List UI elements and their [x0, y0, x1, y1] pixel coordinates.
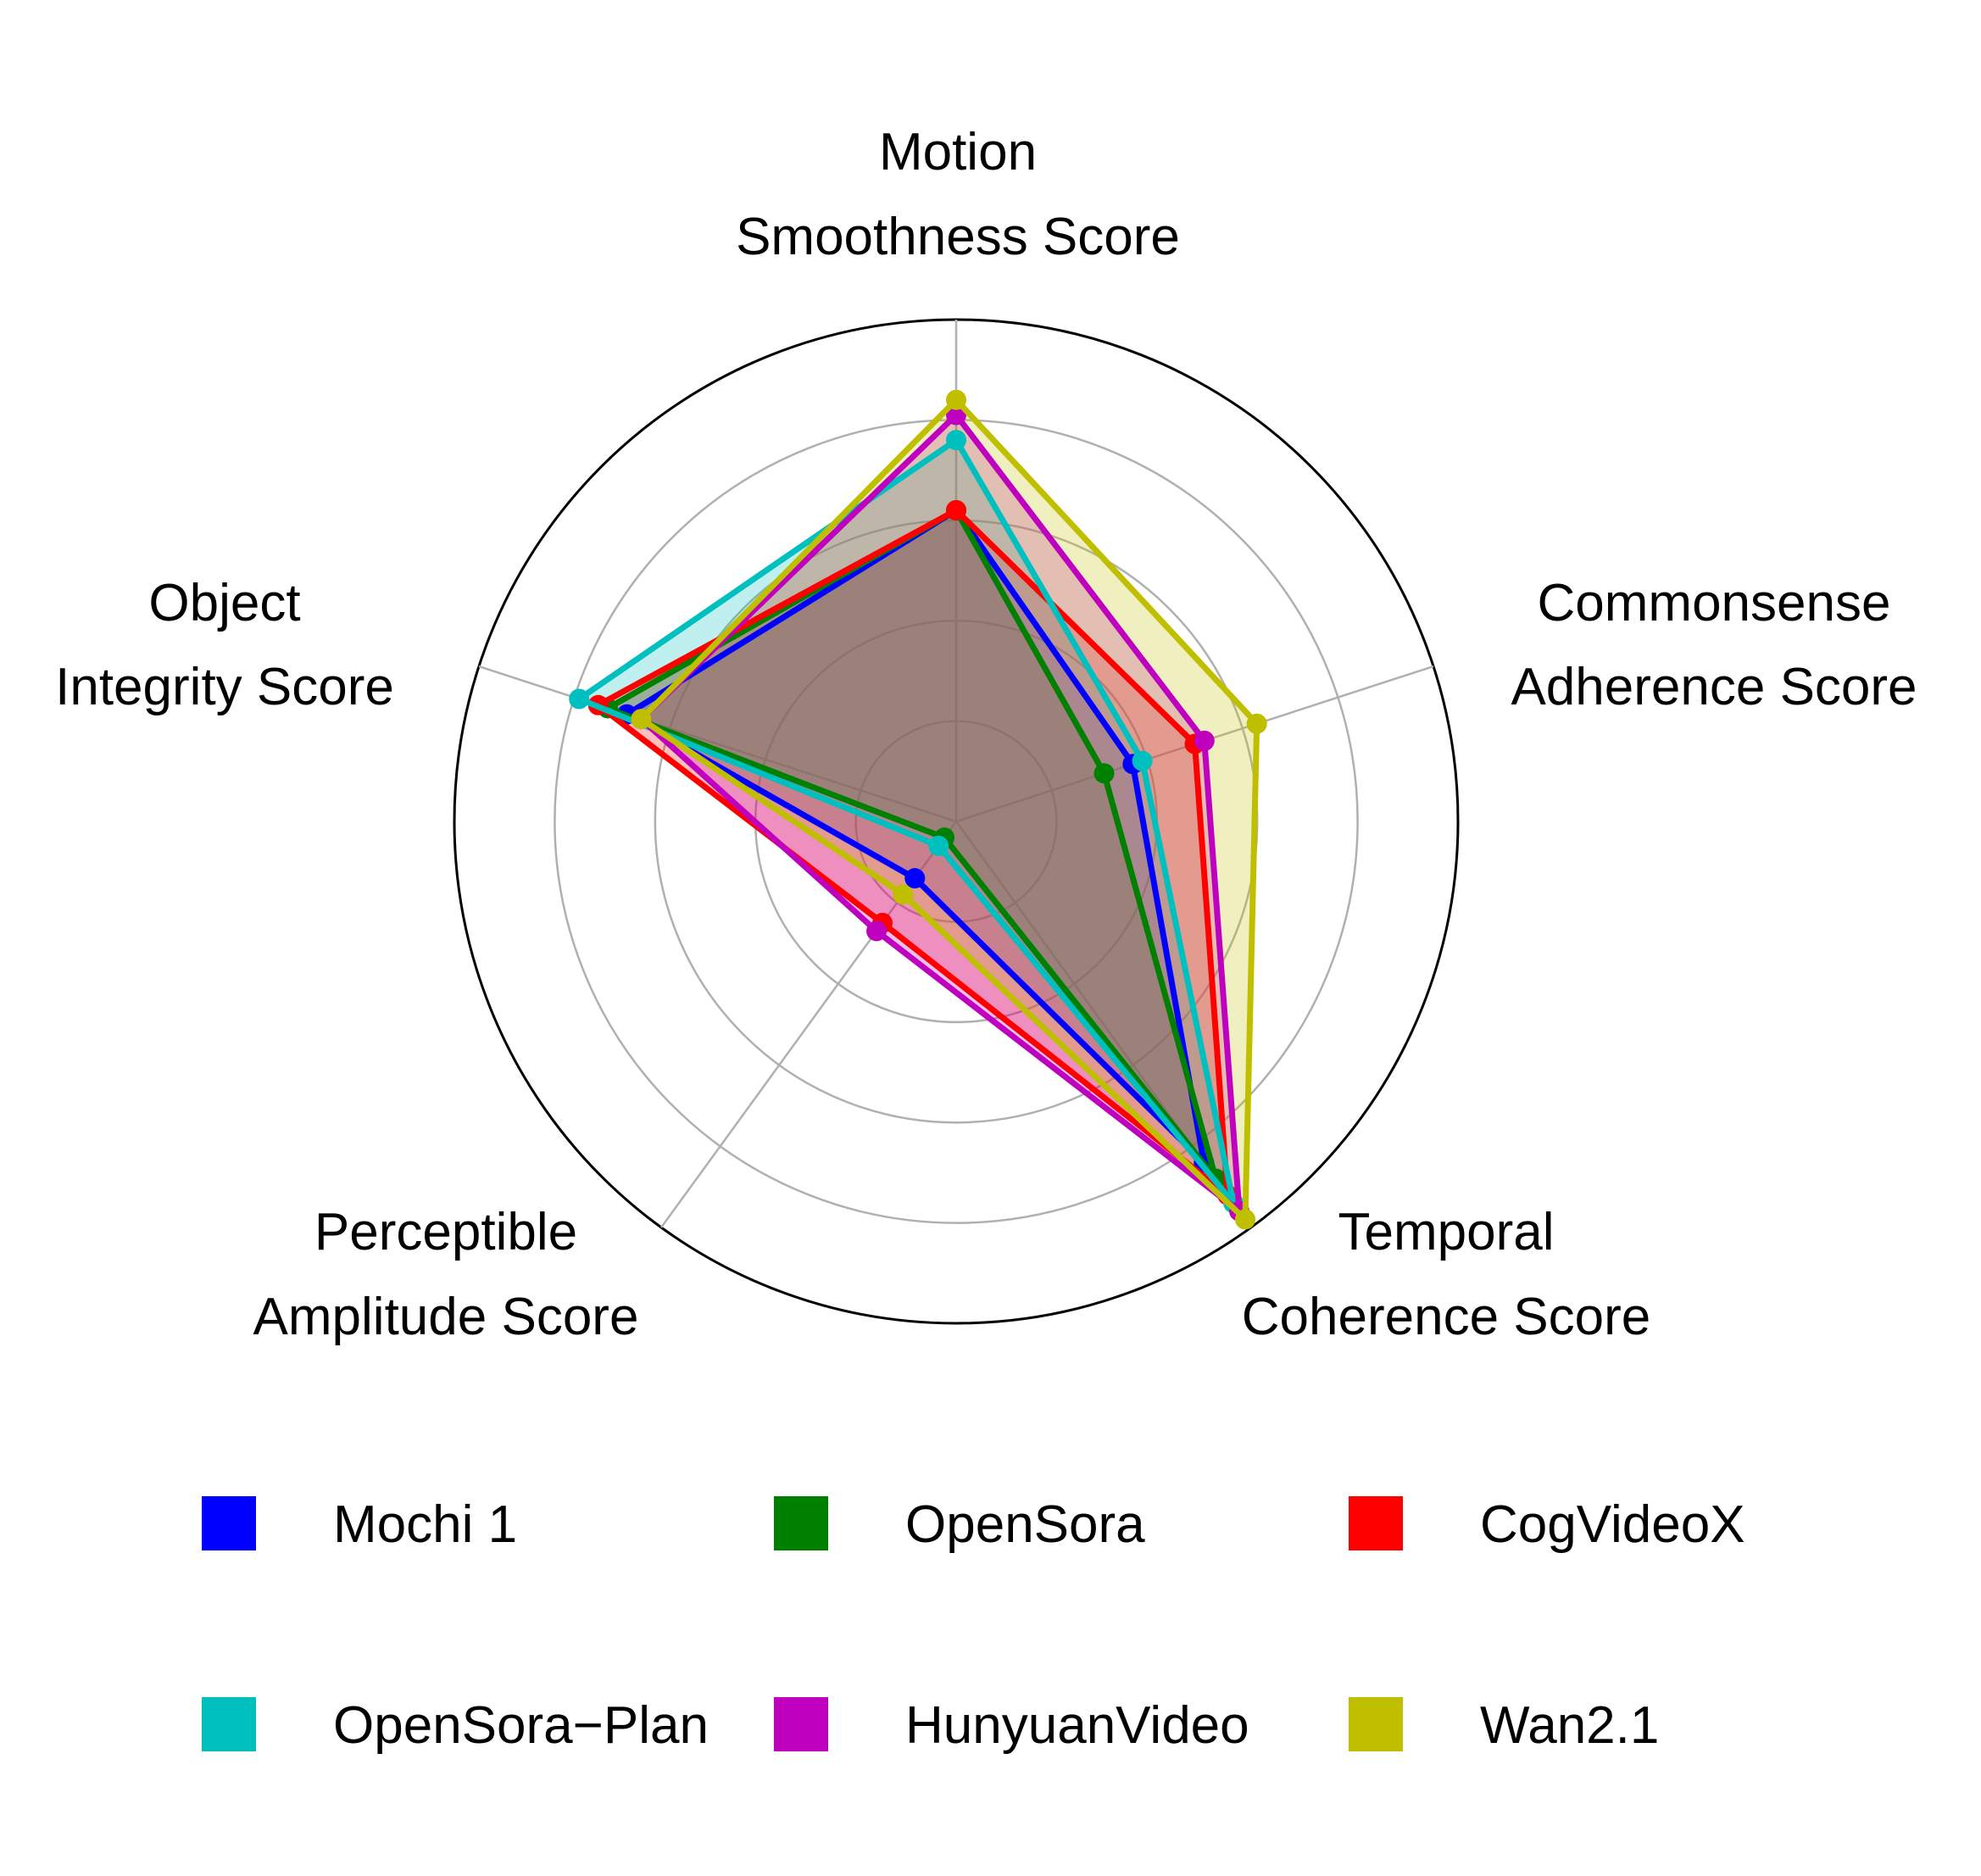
series-line: [595, 507, 1231, 1199]
data-point: [946, 499, 966, 520]
data-point: [946, 404, 966, 426]
axis-label-perceptible-1: Perceptible: [314, 1203, 577, 1261]
data-point: [904, 868, 926, 889]
legend-label: Wan2.1: [1480, 1696, 1659, 1755]
axis-label-object-1: Object: [148, 574, 300, 632]
data-point: [1132, 750, 1153, 771]
series-line: [637, 397, 1260, 1222]
axis-label-motion-1: Motion: [879, 123, 1037, 181]
series-layer: [569, 389, 1267, 1230]
legend-label: OpenSora−Plan: [333, 1696, 709, 1755]
data-point: [946, 389, 966, 410]
series-line: [576, 437, 1237, 1206]
legend-label: OpenSora: [905, 1495, 1145, 1554]
legend-swatch: [774, 1697, 828, 1751]
data-point: [893, 884, 914, 905]
legend: Mochi 1 OpenSora CogVideoX OpenSora−Plan Hun…: [202, 1495, 1745, 1755]
legend-label: CogVideoX: [1480, 1495, 1745, 1554]
data-point: [1093, 763, 1115, 784]
data-point: [631, 709, 652, 730]
axis-label-perceptible-2: Amplitude Score: [253, 1288, 639, 1346]
axis-label-temporal-2: Coherence Score: [1242, 1288, 1651, 1346]
series-line: [604, 507, 1219, 1182]
legend-swatch: [202, 1697, 256, 1751]
axis-label-object-2: Integrity Score: [55, 658, 394, 716]
series-fill: [607, 509, 1216, 1179]
legend-label: Mochi 1: [333, 1495, 517, 1554]
axis-label-temporal-1: Temporal: [1338, 1203, 1555, 1261]
legend-swatch: [1349, 1697, 1403, 1751]
series-fill: [598, 509, 1228, 1195]
data-point: [569, 688, 590, 710]
data-point: [1246, 713, 1267, 734]
axis-labels: Motion Smoothness Score Commonsense Adhe…: [55, 123, 1917, 1346]
data-point: [1235, 1209, 1256, 1230]
data-point: [946, 430, 966, 451]
axis-label-motion-2: Smoothness Score: [736, 208, 1180, 266]
data-point: [1194, 730, 1215, 751]
data-point: [866, 921, 888, 942]
legend-label: HunyuanVideo: [905, 1696, 1249, 1755]
legend-swatch: [1349, 1496, 1403, 1550]
legend-swatch: [774, 1496, 828, 1550]
axis-label-commonsense-2: Adherence Score: [1511, 658, 1917, 716]
data-point: [928, 835, 949, 856]
legend-swatch: [202, 1496, 256, 1550]
axis-spoke: [478, 665, 957, 823]
axis-label-commonsense-1: Commonsense: [1538, 574, 1891, 632]
